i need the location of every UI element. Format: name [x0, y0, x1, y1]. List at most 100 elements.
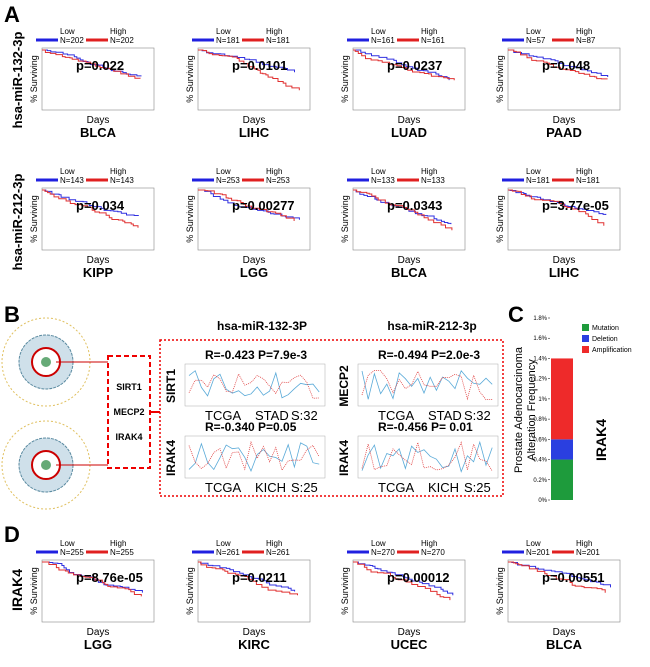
survival-curve — [353, 561, 451, 601]
corr-line — [188, 440, 320, 472]
column-title: hsa-miR-212-3p — [387, 319, 476, 333]
x-axis-label: Days — [87, 627, 110, 638]
legend-label: High — [421, 167, 437, 176]
p-value: p=0.00012 — [387, 570, 450, 585]
cancer-label: BLCA — [80, 125, 117, 140]
x-axis-label: Days — [398, 115, 421, 126]
survival-curve — [198, 49, 300, 91]
corr-line — [188, 442, 320, 473]
plot-frame — [352, 47, 466, 111]
gene-label: IRAK4 — [593, 419, 609, 461]
panel-label: D — [4, 522, 20, 547]
survival-curve — [198, 561, 296, 592]
plot-frame — [197, 187, 311, 251]
legend-swatch — [582, 324, 589, 331]
legend-n: N=261 — [216, 548, 240, 557]
column-title: hsa-miR-132-3P — [217, 319, 307, 333]
plot-frame — [507, 47, 621, 111]
row-label: hsa-miR-132-3p — [10, 32, 25, 129]
y-tick-label: 0.2% — [533, 478, 547, 484]
gene-label: IRAK4 — [115, 432, 142, 442]
corr-line — [188, 373, 320, 399]
bar-segment — [551, 358, 573, 440]
x-axis-label: Days — [87, 255, 110, 266]
gene-label: MECP2 — [113, 407, 144, 417]
cancer: KICH — [255, 480, 286, 495]
cancer-label: KIPP — [83, 265, 114, 280]
legend-n: N=87 — [576, 36, 596, 45]
gene-axis: SIRT1 — [164, 369, 178, 403]
legend-label: Low — [216, 167, 231, 176]
panel-label: A — [4, 2, 20, 27]
source: TCGA — [205, 480, 241, 495]
y-tick-label: 1.6% — [533, 336, 547, 342]
legend-n: N=253 — [266, 176, 290, 185]
legend-n: N=57 — [526, 36, 546, 45]
p-value: p=0.0101 — [232, 58, 287, 73]
legend-label: High — [110, 27, 126, 36]
survival-curve — [198, 189, 295, 221]
legend-n: N=201 — [576, 548, 600, 557]
y-axis-label: % Surviving — [29, 195, 39, 243]
samples: S:32 — [464, 408, 491, 423]
plot-frame — [352, 559, 466, 623]
corr-line — [188, 370, 320, 399]
plot-frame — [41, 187, 155, 251]
legend-label: Deletion — [592, 336, 618, 343]
legend-n: N=255 — [60, 548, 84, 557]
stats: R=-0.456 P= 0.01 — [378, 420, 473, 434]
legend-n: N=261 — [266, 548, 290, 557]
legend-label: Low — [371, 539, 386, 548]
survival-curve — [353, 189, 453, 231]
source: TCGA — [378, 408, 414, 423]
legend-n: N=181 — [576, 176, 600, 185]
samples: S:25 — [291, 480, 318, 495]
survival-curve — [508, 49, 609, 77]
x-axis-label: Days — [553, 255, 576, 266]
p-value: p=0.048 — [542, 58, 590, 73]
legend-label: Low — [60, 167, 75, 176]
legend-n: N=202 — [110, 36, 134, 45]
plot-frame — [41, 559, 155, 623]
survival-curve — [42, 189, 139, 216]
x-axis-label: Days — [553, 627, 576, 638]
legend-label: Low — [216, 539, 231, 548]
survival-curve — [42, 189, 139, 228]
p-value: p=0.0237 — [387, 58, 442, 73]
samples: S:32 — [291, 408, 318, 423]
legend-n: N=253 — [216, 176, 240, 185]
legend-label: Mutation — [592, 325, 619, 332]
y-axis-label: % Surviving — [185, 567, 195, 615]
survival-curve — [198, 561, 298, 596]
y-tick-label: 1.2% — [533, 377, 547, 383]
legend-n: N=133 — [371, 176, 395, 185]
y-axis-label: % Surviving — [495, 567, 505, 615]
legend-n: N=270 — [421, 548, 445, 557]
legend-label: Low — [526, 27, 541, 36]
stats: R=-0.340 P=0.05 — [205, 420, 297, 434]
legend-label: Low — [216, 27, 231, 36]
p-value: p=0.0211 — [232, 570, 287, 585]
corr-frame — [184, 363, 326, 407]
legend-label: High — [266, 539, 282, 548]
legend-label: High — [110, 539, 126, 548]
x-axis-label: Days — [87, 115, 110, 126]
legend-label: Low — [526, 539, 541, 548]
p-value: p=0.0343 — [387, 198, 442, 213]
p-value: p=0.00277 — [232, 198, 295, 213]
row-label: hsa-miR-212-3p — [10, 174, 25, 271]
legend-label: High — [266, 27, 282, 36]
survival-curve — [508, 189, 607, 215]
gene-label: SIRT1 — [116, 382, 142, 392]
cancer-label: LUAD — [391, 125, 427, 140]
corr-line — [361, 369, 493, 400]
cancer: STAD — [255, 408, 289, 423]
source: TCGA — [378, 480, 414, 495]
survival-curve — [508, 561, 606, 593]
cancer-label: UCEC — [391, 637, 428, 652]
cancer: STAD — [428, 408, 462, 423]
x-axis-label: Days — [398, 255, 421, 266]
p-value: p=3.77e-05 — [542, 198, 609, 213]
legend-label: Low — [60, 27, 75, 36]
